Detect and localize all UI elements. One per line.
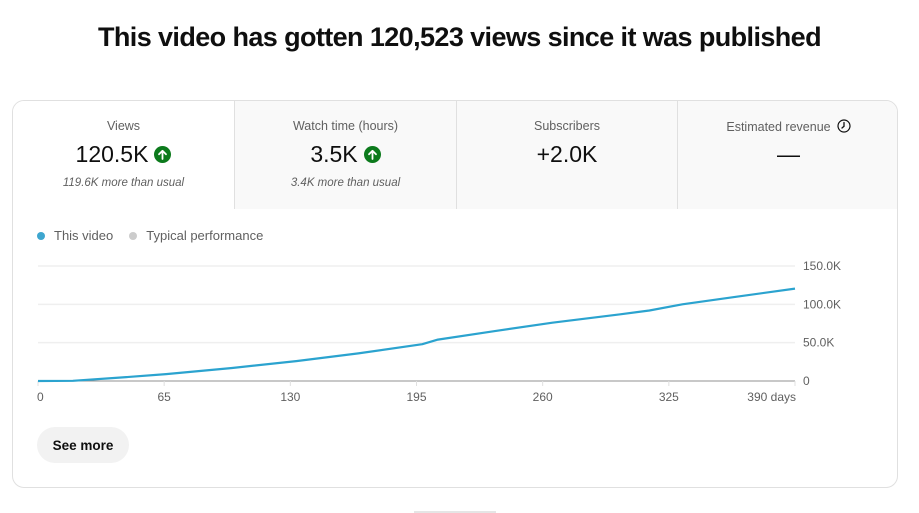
tab-watch-time[interactable]: Watch time (hours) 3.5K 3.4K more than u… (234, 101, 456, 209)
page-title: This video has gotten 120,523 views sinc… (98, 22, 822, 52)
metric-tabs: Views 120.5K 119.6K more than usual Watc… (13, 101, 897, 209)
legend-label: Typical performance (146, 228, 264, 243)
legend-dot-icon (129, 231, 138, 240)
y-tick-label: 50.0K (803, 336, 834, 350)
trend-up-icon (363, 146, 381, 163)
x-tick-label: 325 (659, 390, 679, 404)
tab-value: +2.0K (536, 141, 598, 167)
x-tick-label: 65 (157, 390, 171, 404)
x-tick-label: 390 days (747, 390, 796, 404)
tab-subscribers[interactable]: Subscribers +2.0K (456, 101, 677, 209)
x-tick-label: 195 (406, 390, 426, 404)
legend-item-typical-performance[interactable]: Typical performance (129, 228, 263, 243)
analytics-card: Views 120.5K 119.6K more than usual Watc… (12, 100, 898, 488)
views-line-chart: 0 50.0K 100.0K 150.0K 0 65 130 195 260 325 390 day… (37, 259, 841, 404)
tab-label: Views (106, 119, 141, 133)
see-more-button[interactable]: See more (37, 427, 129, 463)
legend-item-this-video[interactable]: This video (37, 228, 113, 243)
tab-label: Subscribers (534, 119, 600, 133)
x-tick-label: 260 (533, 390, 553, 404)
trend-up-icon (154, 146, 172, 163)
tab-label: Watch time (hours) (292, 119, 399, 133)
x-tick-label: 0 (37, 390, 44, 404)
x-tick-label: 130 (280, 390, 300, 404)
tab-value: 3.5K (310, 141, 358, 167)
tab-value: 120.5K (75, 141, 149, 167)
y-tick-label: 0 (803, 374, 810, 388)
clock-icon[interactable] (837, 119, 851, 133)
y-tick-label: 150.0K (803, 259, 841, 273)
chart-legend: This video Typical performance (37, 228, 279, 243)
this-video-line[interactable] (37, 287, 796, 383)
bottom-divider (414, 511, 496, 513)
tab-subtext: 119.6K more than usual (62, 177, 185, 189)
tab-subtext: 3.4K more than usual (290, 177, 401, 189)
y-tick-label: 100.0K (803, 297, 841, 311)
tab-estimated-revenue[interactable]: Estimated revenue — (677, 101, 897, 209)
tab-views[interactable]: Views 120.5K 119.6K more than usual (13, 101, 234, 209)
tab-value: — (777, 141, 800, 167)
tab-label: Estimated revenue (726, 120, 831, 134)
legend-dot-icon (37, 231, 45, 240)
legend-label: This video (54, 228, 114, 243)
